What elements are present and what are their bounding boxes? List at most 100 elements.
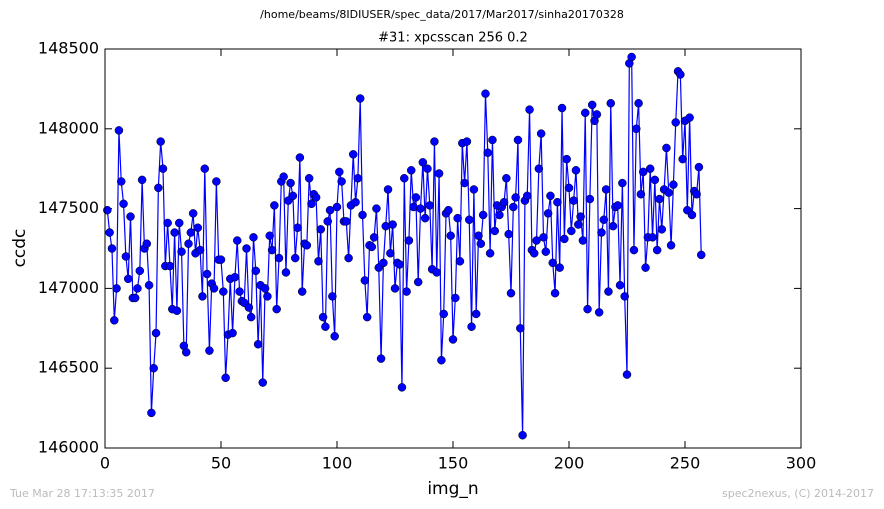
data-point: [541, 247, 551, 256]
data-point: [302, 241, 312, 250]
data-point: [666, 241, 676, 250]
data-point: [587, 100, 597, 110]
x-tick-label: 300: [786, 454, 817, 473]
data-point: [564, 183, 574, 193]
data-point: [397, 383, 407, 392]
x-tick-label: 50: [211, 454, 231, 473]
data-point: [404, 236, 414, 245]
data-point: [483, 148, 493, 157]
data-point: [606, 99, 616, 108]
data-point: [444, 205, 453, 215]
data-point: [367, 242, 377, 252]
data-point: [509, 202, 518, 212]
data-point: [655, 194, 664, 204]
data-point: [513, 135, 523, 145]
data-point: [258, 378, 268, 387]
data-point: [546, 191, 555, 201]
data-point: [594, 308, 604, 317]
data-point: [585, 194, 595, 204]
data-point: [562, 154, 571, 164]
data-point: [620, 292, 629, 301]
data-point: [446, 231, 455, 240]
data-point: [522, 191, 532, 201]
footer-left: Tue Mar 28 17:13:35 2017: [9, 487, 155, 500]
data-point: [270, 201, 279, 210]
data-point: [228, 328, 237, 338]
chart-title: #31: xpcsscan 256 0.2: [378, 31, 528, 46]
data-point: [411, 193, 421, 202]
data-point: [437, 355, 446, 365]
data-point: [420, 213, 430, 223]
data-point: [499, 197, 509, 207]
data-point: [184, 239, 193, 248]
data-point: [158, 164, 168, 173]
data-point: [622, 370, 632, 379]
data-point: [311, 193, 321, 202]
data-point: [253, 340, 263, 349]
footer-right: spec2nexus, (C) 2014-2017: [722, 487, 874, 500]
data-point: [430, 137, 439, 146]
data-point: [186, 228, 196, 237]
data-point: [200, 164, 210, 173]
data-point: [506, 288, 516, 298]
data-point: [569, 196, 578, 205]
data-point: [202, 269, 212, 279]
data-point: [358, 210, 367, 220]
data-point: [249, 233, 258, 242]
data-point: [641, 263, 650, 272]
data-point: [105, 228, 114, 237]
data-point: [369, 233, 379, 242]
data-point: [604, 287, 613, 296]
data-point: [230, 272, 240, 282]
data-point: [608, 221, 618, 231]
data-point: [142, 239, 152, 248]
data-point: [490, 226, 500, 236]
data-point: [662, 143, 671, 153]
data-point: [307, 199, 316, 209]
data-point: [116, 177, 126, 186]
data-point: [342, 217, 351, 226]
data-point: [455, 257, 465, 266]
data-point: [205, 346, 214, 355]
data-point: [692, 189, 701, 199]
data-point: [267, 245, 277, 255]
data-point: [290, 253, 300, 263]
data-point: [462, 137, 472, 146]
data-point: [362, 312, 372, 322]
data-point: [687, 210, 697, 220]
data-point: [576, 212, 585, 221]
data-point: [235, 287, 244, 296]
data-point: [567, 226, 576, 236]
data-point: [355, 94, 365, 103]
data-point: [181, 347, 191, 357]
data-point: [634, 99, 643, 108]
data-point: [198, 292, 207, 301]
data-point: [112, 284, 121, 293]
data-point: [381, 221, 390, 231]
data-point: [648, 233, 657, 242]
data-point: [599, 215, 609, 225]
data-point: [516, 324, 525, 333]
plot-frame: [104, 48, 802, 449]
data-point: [133, 284, 142, 293]
data-point: [613, 201, 622, 210]
data-point: [376, 354, 386, 363]
data-point: [330, 332, 339, 341]
data-point: [423, 164, 432, 173]
data-point: [632, 124, 641, 134]
data-point: [147, 408, 156, 418]
data-point: [337, 177, 346, 186]
data-point: [478, 210, 488, 220]
data-point: [532, 236, 541, 245]
data-point: [293, 223, 302, 233]
data-point: [251, 266, 261, 276]
data-point: [212, 177, 221, 186]
data-point: [481, 89, 490, 98]
data-point: [110, 316, 119, 325]
data-point: [485, 249, 495, 258]
data-point: [286, 178, 295, 188]
data-point: [650, 175, 660, 185]
data-point: [260, 284, 270, 293]
data-point: [130, 293, 140, 303]
data-point: [618, 178, 627, 188]
